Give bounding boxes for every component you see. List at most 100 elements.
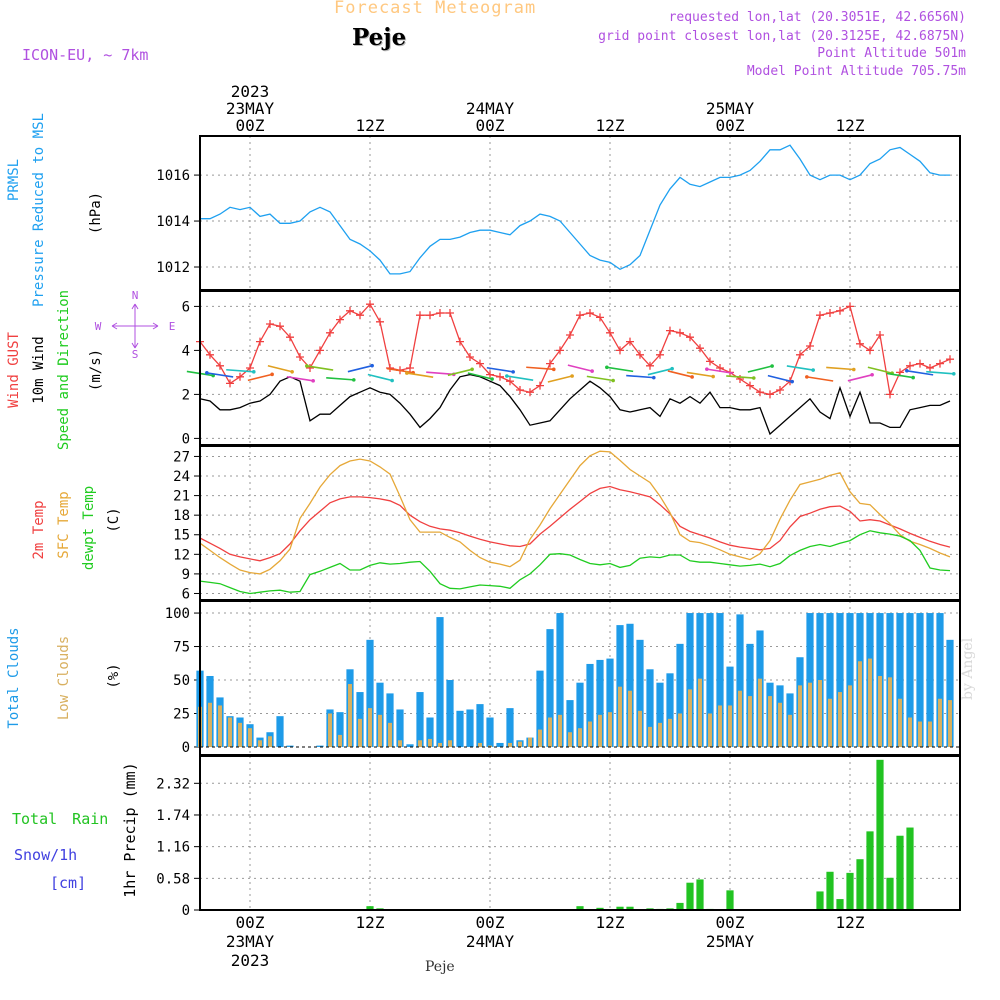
y-tick-label: 0 <box>182 740 190 756</box>
series-dewpt-temp <box>199 530 951 595</box>
wind-direction-arrow <box>326 377 354 381</box>
panel-pressure: 1012 1014 1016 <box>156 135 961 291</box>
bar-low-clouds <box>368 708 372 747</box>
bottom-time-label: 12Z <box>356 913 385 932</box>
bar-low-clouds <box>488 745 492 747</box>
bar-total-clouds <box>436 617 444 747</box>
bar-total-clouds <box>636 639 644 747</box>
wind-arrow-head <box>305 364 309 368</box>
wind-arrow-head <box>605 365 609 370</box>
precip-unit-label: 1hr Precip (mm) <box>121 762 139 897</box>
wind-direction-arrow <box>606 366 634 373</box>
gust-marker <box>466 353 474 361</box>
gust-marker <box>676 328 684 337</box>
bar-low-clouds <box>228 717 232 747</box>
y-tick-label: 0 <box>182 431 190 447</box>
bar-total-clouds <box>396 709 404 747</box>
y-tick-label: 1014 <box>156 214 190 230</box>
panel-precipitation: 0 0.58 1.16 1.74 2.32 <box>156 755 961 919</box>
series-10m-wind <box>199 373 951 436</box>
gust-marker <box>616 346 624 355</box>
bar-total-clouds <box>926 613 934 747</box>
bar-low-clouds <box>508 742 512 747</box>
gust-marker <box>756 388 764 397</box>
y-tick-label: 9 <box>182 567 190 583</box>
bar-low-clouds <box>588 721 592 747</box>
y-tick-label: 6 <box>182 299 190 315</box>
bar-total-clouds <box>336 712 344 747</box>
wind-arrow-head <box>851 367 856 372</box>
bar-total-rain <box>596 907 604 910</box>
bar-total-clouds <box>386 693 394 747</box>
panel-frame <box>199 755 961 911</box>
wind-direction-arrow <box>747 365 773 373</box>
snow-unit-label: [cm] <box>50 874 86 892</box>
bar-total-rain <box>836 899 844 910</box>
wind-direction-arrow <box>586 375 614 382</box>
bar-total-clouds <box>916 613 924 747</box>
bar-low-clouds <box>248 728 252 747</box>
bar-total-clouds <box>596 659 604 747</box>
bar-low-clouds <box>928 721 932 747</box>
bottom-time-label: 00Z <box>716 913 745 932</box>
gust-marker <box>266 320 274 328</box>
gust-marker <box>776 386 784 394</box>
gust-marker <box>906 361 914 370</box>
bar-low-clouds <box>238 722 242 747</box>
wind-arrow-head <box>311 379 315 383</box>
low-clouds-label: Low Clouds <box>56 636 72 720</box>
wind-gust-label: Wind GUST <box>6 332 22 408</box>
wind-arrow-head <box>670 366 674 371</box>
wind-arrow-head <box>290 369 294 374</box>
wind-direction-arrow <box>447 368 473 377</box>
bar-low-clouds <box>378 714 382 747</box>
gust-marker <box>626 337 634 346</box>
bar-total-rain <box>726 890 734 910</box>
bottom-time-label: 00Z <box>236 913 265 932</box>
bar-total-rain <box>816 891 824 910</box>
wind-arrow-head <box>490 377 494 381</box>
temp-2m-label: 2m Temp <box>31 500 47 559</box>
bar-total-clouds <box>676 643 684 747</box>
wind-direction-arrow <box>847 374 873 382</box>
gust-marker <box>636 350 644 359</box>
bar-total-clouds <box>826 613 834 747</box>
bar-total-clouds <box>846 613 854 747</box>
bar-low-clouds <box>808 682 812 747</box>
wind-arrow-head <box>370 363 374 368</box>
gust-marker <box>876 331 884 339</box>
location-title: Peje <box>352 24 407 51</box>
gust-marker <box>576 311 584 320</box>
series-prmsl <box>200 144 950 275</box>
bar-total-clouds <box>806 613 814 747</box>
bar-total-rain <box>626 906 634 910</box>
bar-low-clouds <box>578 728 582 747</box>
gust-marker <box>596 313 604 322</box>
y-tick-label: 15 <box>173 528 190 544</box>
bar-total-clouds <box>536 670 544 747</box>
panel-frame <box>199 445 961 601</box>
gust-marker <box>406 364 414 372</box>
bar-low-clouds <box>608 712 612 747</box>
gust-marker <box>306 364 314 372</box>
bar-low-clouds <box>558 714 562 747</box>
gust-marker <box>366 300 374 309</box>
gust-marker <box>486 370 494 379</box>
wind-arrow-head <box>911 375 915 380</box>
gust-marker <box>586 309 594 317</box>
wind-arrow-head <box>870 372 874 377</box>
pressure-label-prmsl: PRMSL <box>6 159 22 201</box>
bar-low-clouds <box>358 718 362 747</box>
gust-marker <box>216 361 224 370</box>
compass-w: W <box>95 320 102 333</box>
bar-low-clouds <box>748 696 752 747</box>
bottom-time-label: 2023 <box>231 951 270 970</box>
y-tick-label: 0.58 <box>156 871 190 887</box>
bar-low-clouds <box>338 734 342 747</box>
bar-total-rain <box>826 871 834 910</box>
bar-total-clouds <box>736 614 744 747</box>
clouds-unit-label: (%) <box>106 663 122 688</box>
bar-low-clouds <box>718 705 722 747</box>
gust-marker <box>226 379 234 388</box>
y-tick-label: 100 <box>165 606 190 622</box>
